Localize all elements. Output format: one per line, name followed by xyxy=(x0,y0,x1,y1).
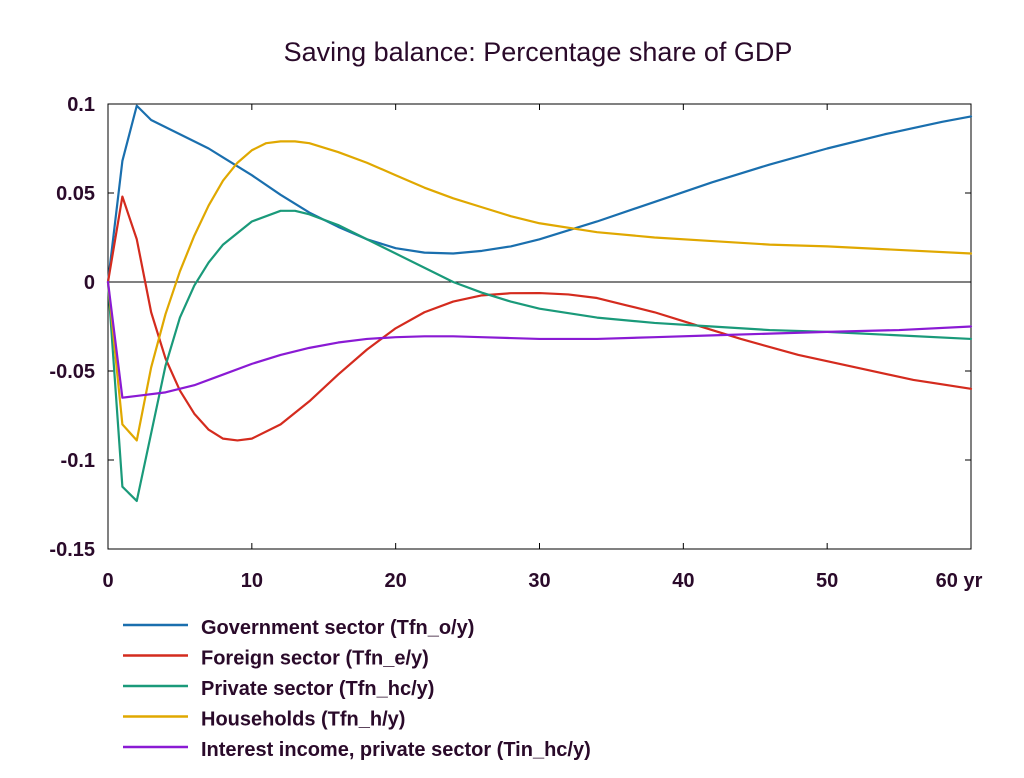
x-tick-label: 30 xyxy=(528,570,550,592)
y-tick-label: -0.05 xyxy=(49,361,95,383)
chart-title: Saving balance: Percentage share of GDP xyxy=(284,37,793,67)
series-line-2 xyxy=(106,195,973,442)
series-group xyxy=(106,104,973,503)
x-tick-label: 20 xyxy=(385,570,407,592)
y-tick-label: 0.1 xyxy=(67,94,95,116)
y-tick-label: 0 xyxy=(84,272,95,294)
series-line-4 xyxy=(106,140,973,442)
legend-label-1: Government sector (Tfn_o/y) xyxy=(201,617,474,639)
legend-label-3: Private sector (Tfn_hc/y) xyxy=(201,678,434,700)
y-axis: 0.1 0.05 0 -0.05 -0.1 -0.15 xyxy=(49,94,971,561)
x-tick-label: 50 xyxy=(816,570,838,592)
legend-label-4: Households (Tfn_h/y) xyxy=(201,709,405,731)
series-line-3 xyxy=(106,209,973,503)
x-tick-label: 10 xyxy=(241,570,263,592)
plot-frame xyxy=(107,103,972,550)
legend: Government sector (Tfn_o/y) Foreign secto… xyxy=(123,617,591,761)
y-tick-label: 0.05 xyxy=(56,183,95,205)
series-line-5 xyxy=(106,280,973,399)
y-tick-label: -0.15 xyxy=(49,539,95,561)
x-tick-label: 40 xyxy=(672,570,694,592)
y-tick-label: -0.1 xyxy=(61,450,95,472)
legend-label-2: Foreign sector (Tfn_e/y) xyxy=(201,648,429,670)
x-tick-label: 60 yr xyxy=(936,570,983,592)
x-axis: 0 10 20 30 40 50 60 yr xyxy=(102,104,983,592)
series-line-1 xyxy=(106,104,973,284)
legend-label-5: Interest income, private sector (Tin_hc/… xyxy=(201,739,591,761)
x-tick-label: 0 xyxy=(102,570,113,592)
